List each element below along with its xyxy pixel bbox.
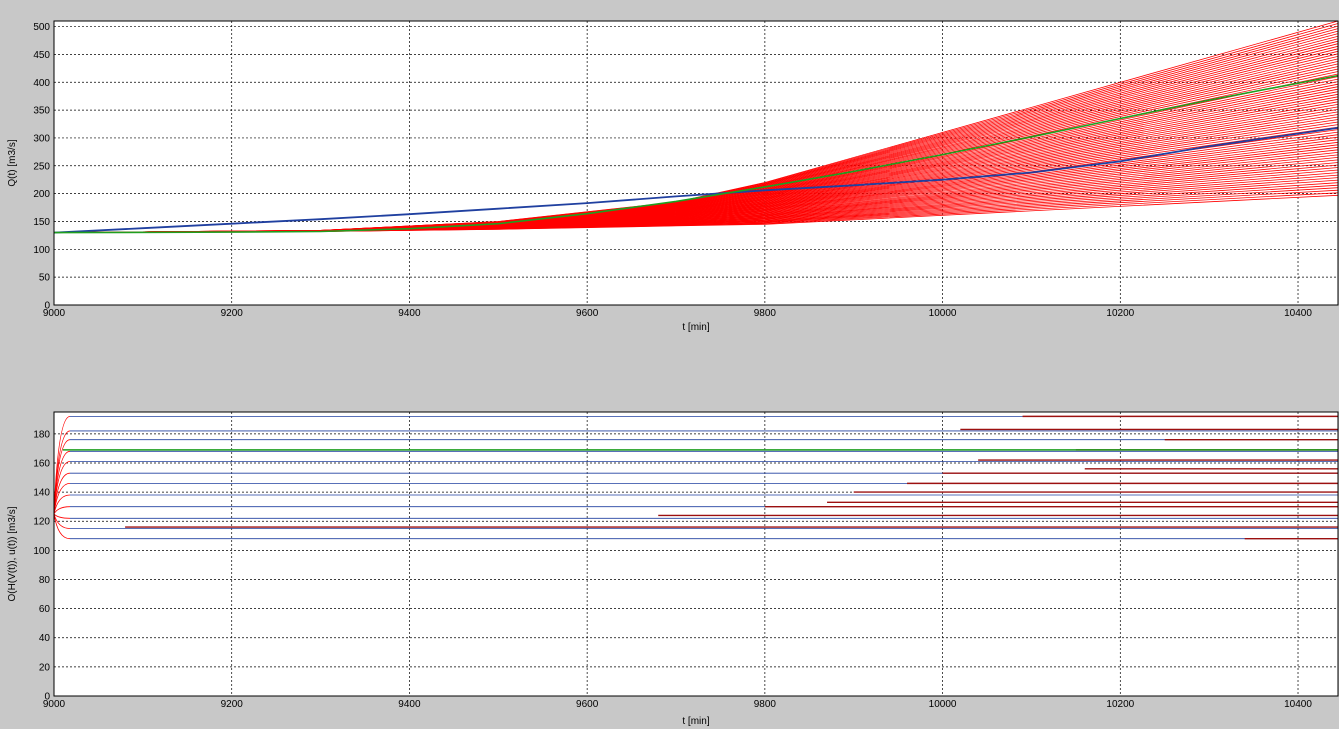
ensemble-forecast-line xyxy=(53,20,1339,233)
discharge-series-line xyxy=(53,74,1339,234)
discharge-y-tick-label: 100 xyxy=(33,245,50,256)
release-initial-ramp xyxy=(53,513,71,540)
release-initial-ramp xyxy=(53,415,71,514)
release-tick-labels: 9000 9200 9400 9600 9800 10000 10200 10400 0 20 40… xyxy=(33,429,1312,710)
discharge-y-tick-label: 300 xyxy=(33,133,50,144)
release-x-tick-label: 9000 xyxy=(43,699,66,710)
release-y-tick-label: 20 xyxy=(39,662,51,673)
discharge-y-tick-label: 350 xyxy=(33,106,50,117)
release-x-tick-label: 10200 xyxy=(1106,699,1134,710)
discharge-series-line xyxy=(53,127,1339,234)
release-y-tick-label: 160 xyxy=(33,458,50,469)
release-y-tick-label: 180 xyxy=(33,429,50,440)
discharge-y-tick-label: 50 xyxy=(39,273,51,284)
discharge-x-tick-label: 9200 xyxy=(221,308,244,319)
discharge-y-tick-label: 250 xyxy=(33,161,50,172)
discharge-x-axis-label: t [min] xyxy=(682,322,709,333)
release-y-tick-label: 40 xyxy=(39,633,51,644)
discharge-y-tick-label: 150 xyxy=(33,217,50,228)
release-x-tick-label: 9400 xyxy=(398,699,421,710)
release-x-tick-label: 9200 xyxy=(221,699,244,710)
release-series xyxy=(53,415,1338,540)
release-y-axis-label: O(H(V(t)), u(t)) [m3/s] xyxy=(7,506,18,601)
discharge-x-tick-label: 9800 xyxy=(754,308,777,319)
discharge-x-tick-label: 9000 xyxy=(43,308,66,319)
discharge-x-tick-label: 9600 xyxy=(576,308,599,319)
release-y-tick-label: 60 xyxy=(39,604,51,615)
release-initial-ramp xyxy=(53,513,70,519)
release-y-tick-label: 0 xyxy=(44,692,50,703)
release-x-axis-label: t [min] xyxy=(682,716,709,727)
discharge-x-tick-label: 10200 xyxy=(1106,308,1134,319)
discharge-y-tick-label: 400 xyxy=(33,78,50,89)
discharge-series xyxy=(53,20,1339,234)
discharge-y-tick-label: 500 xyxy=(33,22,50,33)
release-plot-area xyxy=(54,412,1338,696)
discharge-y-axis-label: Q(t) [m3/s] xyxy=(7,139,18,186)
discharge-y-tick-label: 0 xyxy=(44,301,50,312)
release-y-tick-label: 100 xyxy=(33,546,50,557)
release-y-tick-label: 80 xyxy=(39,575,51,586)
discharge-y-tick-label: 200 xyxy=(33,189,50,200)
release-x-tick-label: 10400 xyxy=(1284,699,1312,710)
release-initial-ramp xyxy=(53,513,71,529)
discharge-tick-labels: 9000 9200 9400 9600 9800 10000 10200 10400 0 50 10… xyxy=(33,22,1312,319)
discharge-x-tick-label: 9400 xyxy=(398,308,421,319)
release-axes-frame xyxy=(53,411,1339,697)
release-initial-ramp xyxy=(53,506,70,515)
release-grid xyxy=(54,412,1338,696)
release-y-tick-label: 140 xyxy=(33,488,50,499)
release-x-tick-label: 10000 xyxy=(929,699,957,710)
release-x-tick-label: 9800 xyxy=(754,699,777,710)
discharge-y-tick-label: 450 xyxy=(33,50,50,61)
discharge-x-tick-label: 10000 xyxy=(929,308,957,319)
discharge-x-tick-label: 10400 xyxy=(1284,308,1312,319)
release-x-tick-label: 9600 xyxy=(576,699,599,710)
release-y-tick-label: 120 xyxy=(33,517,50,528)
discharge-axes-frame xyxy=(53,20,1339,306)
discharge-plot-area xyxy=(54,21,1338,305)
discharge-axes: 9000 9200 9400 9600 9800 10000 10200 10400 0 50 10… xyxy=(7,20,1339,333)
release-axes: 9000 9200 9400 9600 9800 10000 10200 10400 0 20 40… xyxy=(7,411,1339,727)
